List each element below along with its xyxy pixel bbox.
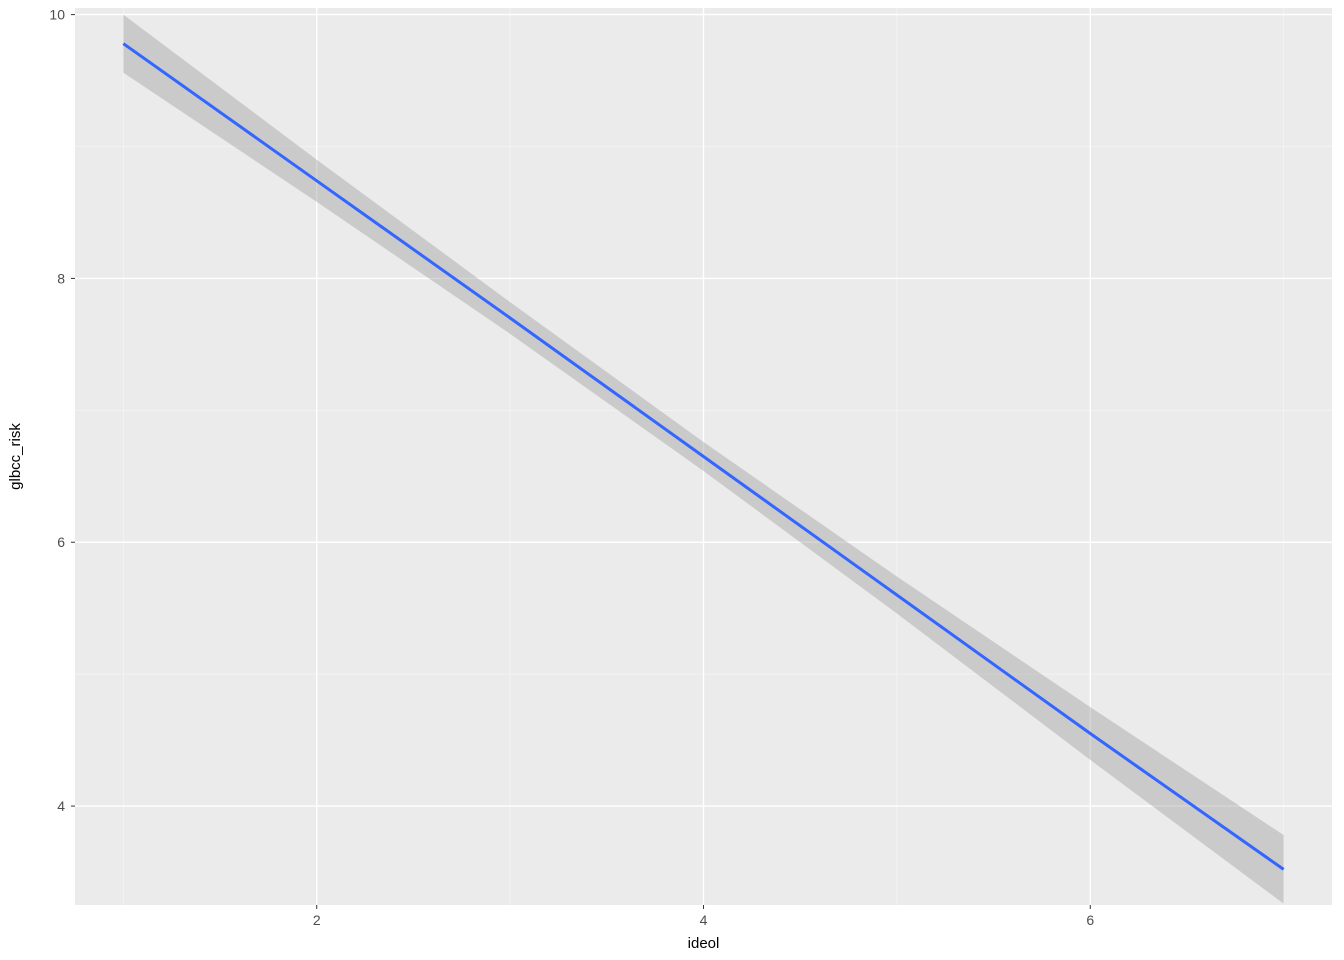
x-tick-label: 2: [313, 912, 321, 928]
y-tick-label: 6: [57, 534, 65, 550]
chart-container: 2 4 6 4 6 8 10 ideol glbcc_risk: [0, 0, 1344, 960]
x-tick-label: 4: [700, 912, 708, 928]
x-tick-label: 6: [1086, 912, 1094, 928]
chart-svg: 2 4 6 4 6 8 10 ideol glbcc_risk: [0, 0, 1344, 960]
y-tick-label: 10: [49, 7, 65, 23]
y-tick-label: 4: [57, 798, 65, 814]
y-tick-label: 8: [57, 270, 65, 286]
x-axis-title: ideol: [688, 935, 720, 952]
y-axis-title: glbcc_risk: [7, 423, 24, 490]
